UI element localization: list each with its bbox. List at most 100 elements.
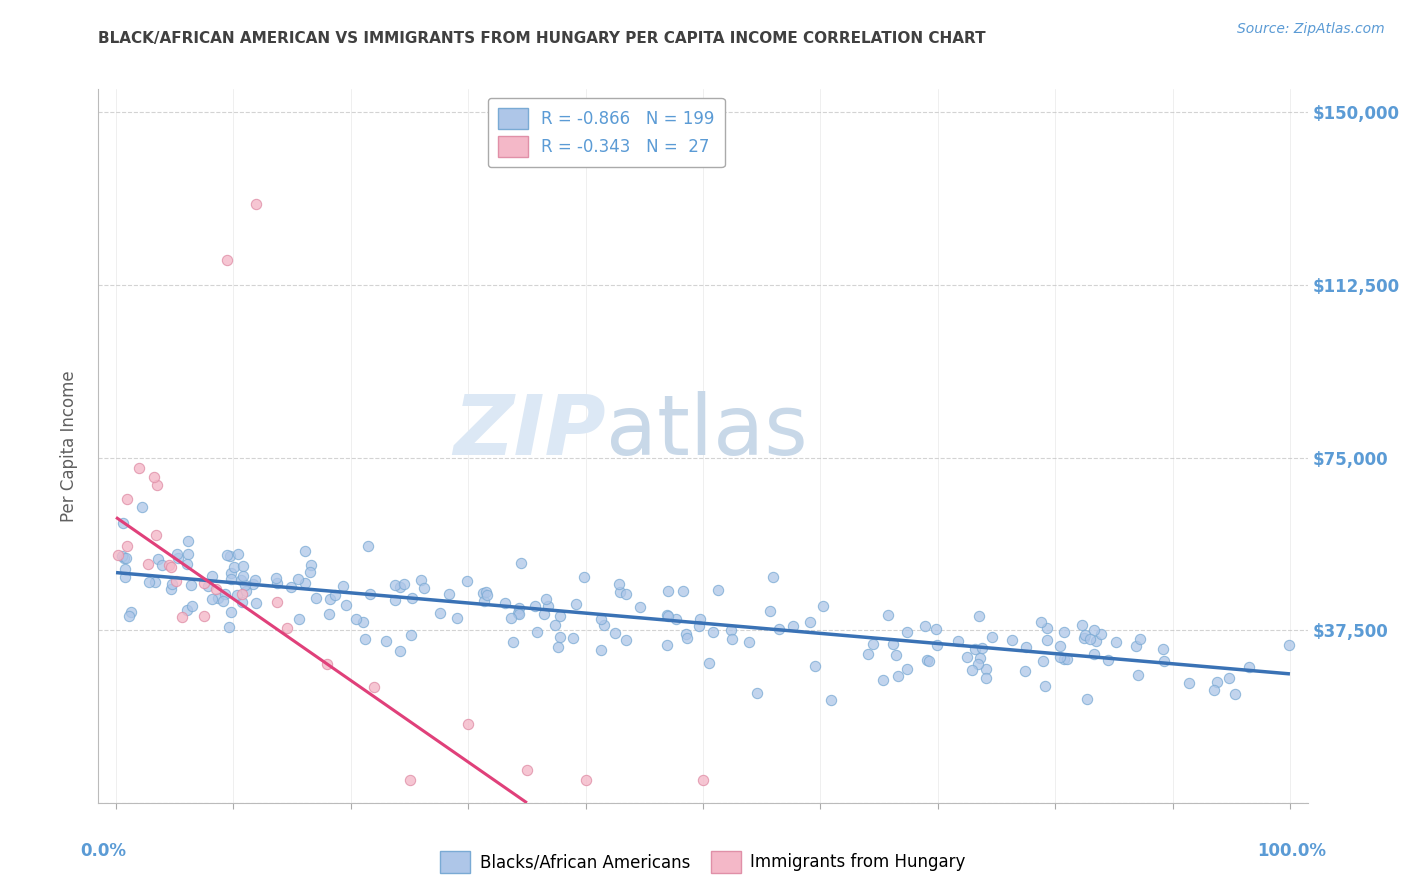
Point bbox=[614, 633, 637, 648]
Text: ZIP: ZIP bbox=[454, 392, 606, 472]
Point bbox=[352, 615, 374, 630]
Point bbox=[544, 617, 567, 632]
Point bbox=[915, 653, 938, 667]
Point bbox=[1080, 632, 1102, 646]
Point bbox=[167, 551, 190, 566]
Point bbox=[114, 570, 136, 584]
Point bbox=[1015, 640, 1038, 654]
Point bbox=[896, 625, 918, 640]
Point bbox=[344, 612, 367, 626]
Point bbox=[266, 575, 288, 590]
Point bbox=[547, 640, 569, 655]
Point bbox=[1074, 628, 1097, 642]
Point bbox=[222, 559, 245, 574]
Point bbox=[657, 609, 679, 624]
Point bbox=[548, 609, 571, 624]
Point bbox=[217, 548, 239, 562]
Point bbox=[457, 716, 479, 731]
Point bbox=[628, 599, 651, 614]
Point bbox=[506, 606, 529, 620]
Point bbox=[876, 608, 898, 623]
Point bbox=[245, 573, 267, 587]
Point bbox=[499, 610, 522, 624]
Point bbox=[229, 573, 252, 587]
Point bbox=[720, 632, 742, 646]
Point bbox=[266, 595, 288, 609]
Point bbox=[128, 461, 150, 475]
Point bbox=[392, 577, 415, 591]
Point bbox=[179, 578, 201, 592]
Point bbox=[245, 197, 267, 211]
Point bbox=[456, 574, 478, 588]
Point bbox=[1125, 639, 1147, 653]
Point bbox=[896, 662, 918, 676]
Point bbox=[494, 596, 516, 610]
Point bbox=[219, 572, 242, 586]
Point bbox=[1071, 618, 1094, 632]
Y-axis label: Per Capita Income: Per Capita Income bbox=[59, 370, 77, 522]
Point bbox=[219, 605, 242, 619]
Point bbox=[111, 516, 134, 530]
Point bbox=[323, 589, 346, 603]
Point bbox=[1001, 633, 1024, 648]
Point bbox=[264, 571, 287, 585]
Point bbox=[1084, 634, 1107, 648]
Point bbox=[288, 612, 311, 626]
Point bbox=[316, 657, 339, 671]
Point bbox=[235, 584, 257, 599]
Point bbox=[1278, 639, 1301, 653]
Point bbox=[675, 626, 697, 640]
Text: 0.0%: 0.0% bbox=[80, 842, 127, 860]
Point bbox=[298, 565, 321, 579]
Point bbox=[676, 631, 699, 645]
Point bbox=[232, 569, 254, 583]
Point bbox=[201, 568, 224, 582]
Point bbox=[157, 558, 180, 573]
Point bbox=[160, 559, 183, 574]
Point bbox=[1218, 671, 1240, 685]
Point bbox=[966, 657, 988, 671]
Point bbox=[475, 585, 498, 599]
Point bbox=[589, 612, 612, 626]
Point bbox=[218, 620, 240, 634]
Point bbox=[872, 673, 894, 688]
Point bbox=[145, 528, 167, 542]
Point bbox=[359, 587, 381, 601]
Point bbox=[398, 772, 420, 787]
Point bbox=[384, 577, 406, 591]
Point bbox=[1129, 632, 1152, 646]
Point bbox=[564, 597, 586, 611]
Point bbox=[193, 576, 215, 591]
Point bbox=[232, 559, 254, 574]
Point bbox=[1178, 676, 1201, 690]
Point bbox=[180, 599, 202, 613]
Point bbox=[166, 547, 188, 561]
Point bbox=[804, 659, 827, 673]
Point bbox=[115, 551, 138, 566]
Point bbox=[887, 669, 910, 683]
Point bbox=[657, 584, 679, 599]
Point bbox=[970, 641, 993, 656]
Point bbox=[526, 625, 548, 640]
Point bbox=[1035, 621, 1057, 635]
Point bbox=[533, 607, 555, 621]
Point bbox=[332, 579, 354, 593]
Point bbox=[118, 608, 141, 623]
Point bbox=[146, 478, 169, 492]
Point bbox=[1033, 680, 1056, 694]
Point bbox=[143, 574, 166, 589]
Point bbox=[603, 625, 626, 640]
Point bbox=[925, 638, 948, 652]
Point bbox=[510, 556, 533, 570]
Point bbox=[1202, 683, 1225, 698]
Point bbox=[1223, 687, 1246, 701]
Point bbox=[399, 628, 422, 642]
Point bbox=[197, 579, 219, 593]
Point bbox=[688, 619, 710, 633]
Point bbox=[1053, 651, 1076, 665]
Point bbox=[502, 635, 524, 649]
Point bbox=[335, 598, 357, 612]
Point bbox=[918, 654, 941, 668]
Point bbox=[762, 570, 785, 584]
Point bbox=[575, 772, 598, 787]
